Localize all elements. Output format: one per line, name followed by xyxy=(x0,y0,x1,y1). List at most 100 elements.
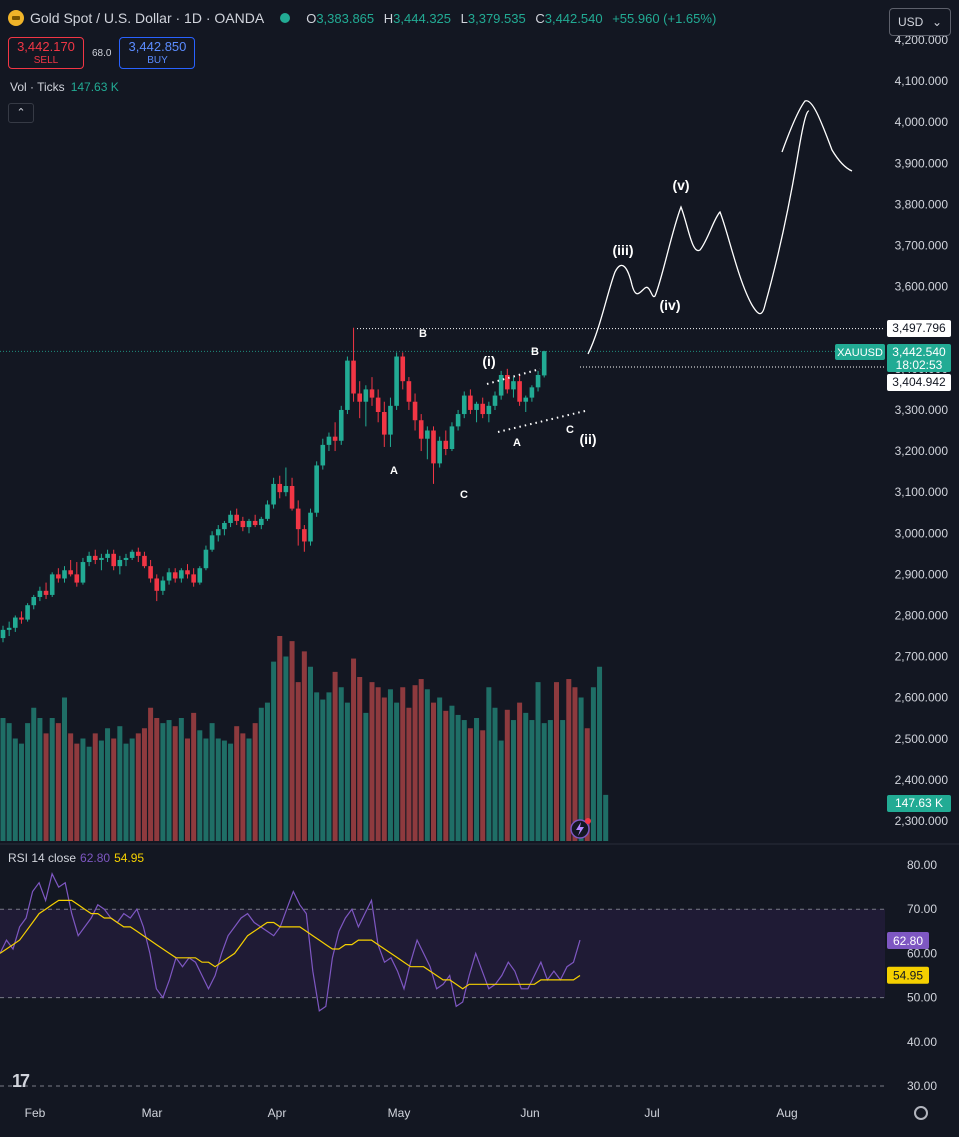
sell-button[interactable]: 3,442.170 SELL xyxy=(8,37,84,69)
candle-body xyxy=(68,570,73,575)
volume-bar xyxy=(0,718,6,841)
resistance-price-tag-text: 3,497.796 xyxy=(892,321,946,335)
candle-body xyxy=(105,553,110,558)
volume-bar xyxy=(86,746,92,841)
currency-select[interactable]: USD ⌄ xyxy=(889,8,951,36)
candle-body xyxy=(62,570,67,579)
rsi-legend[interactable]: RSI 14 close 62.80 54.95 xyxy=(8,851,145,865)
price-tick-label: 2,600.000 xyxy=(895,691,949,705)
volume-legend[interactable]: Vol · Ticks 147.63 K xyxy=(10,80,119,94)
volume-bar xyxy=(62,697,67,841)
time-tick-label: Feb xyxy=(25,1106,46,1120)
candle-body xyxy=(185,570,190,575)
price-tick-label: 3,800.000 xyxy=(895,197,949,211)
candle-body xyxy=(99,557,104,560)
volume-bar xyxy=(129,738,135,841)
volume-bar xyxy=(375,687,381,841)
rsi-tick-label: 30.00 xyxy=(907,1079,937,1093)
volume-bar xyxy=(597,666,603,841)
candle-body xyxy=(375,397,381,413)
volume-value-tag: 147.63 K xyxy=(887,795,951,812)
channel-upper-line xyxy=(486,368,541,385)
rsi-axis[interactable]: 80.00 70.00 60.00 50.00 40.00 30.00 xyxy=(907,858,937,1093)
volume-bar xyxy=(148,707,154,841)
candle-body xyxy=(455,414,461,427)
candle-body xyxy=(0,629,6,639)
candle-body xyxy=(166,572,172,581)
volume-bar xyxy=(301,651,307,841)
rsi-ma-tag: 54.95 xyxy=(887,966,929,984)
gear-icon[interactable] xyxy=(914,1106,928,1120)
time-axis[interactable]: Feb Mar Apr May Jun Jul Aug xyxy=(25,1106,798,1120)
candle-body xyxy=(271,483,276,505)
wave-label: (iii) xyxy=(613,242,634,258)
candle-body xyxy=(443,440,449,449)
rsi-line xyxy=(0,872,581,1012)
lightning-icon[interactable] xyxy=(570,818,591,839)
rsi-lines xyxy=(0,872,581,1012)
spread-value: 68.0 xyxy=(92,47,112,59)
price-axis[interactable]: 4,200.000 4,100.000 4,000.000 3,900.000 3,80… xyxy=(895,33,949,828)
rsi-value-tag-box xyxy=(887,932,929,950)
price-tick-label: 3,200.000 xyxy=(895,444,949,458)
volume-bar xyxy=(55,723,61,841)
chevron-down-icon: ⌄ xyxy=(931,15,942,29)
buy-button[interactable]: 3,442.850 BUY xyxy=(119,37,196,69)
last-price-tag-box xyxy=(887,344,951,372)
volume-bar xyxy=(18,743,24,841)
candle-body xyxy=(197,568,203,583)
volume-bar xyxy=(332,671,338,841)
volume-bar xyxy=(566,679,572,841)
candle-body xyxy=(136,551,141,556)
volume-bar xyxy=(461,720,467,841)
rsi-ma-tag-box xyxy=(887,966,929,984)
projection-path-final xyxy=(781,100,853,172)
volume-bar xyxy=(271,661,277,841)
volume-bar xyxy=(240,733,246,841)
symbol-title: Gold Spot / U.S. Dollar · 1D · OANDA xyxy=(30,10,265,26)
chevron-up-icon[interactable]: ⌃ xyxy=(8,103,34,123)
volume-bar xyxy=(590,687,596,841)
candle-body xyxy=(37,590,43,597)
candle-body xyxy=(492,395,498,406)
volume-bar xyxy=(554,682,559,841)
rsi-band-lines xyxy=(0,908,885,1087)
candle-body xyxy=(425,430,430,439)
candle-body xyxy=(240,520,246,528)
candle-body xyxy=(388,405,393,435)
rsi-tick-label: 80.00 xyxy=(907,858,937,872)
wave-label: (i) xyxy=(482,353,495,369)
time-tick-label: Aug xyxy=(776,1106,797,1120)
volume-bar xyxy=(295,682,301,841)
volume-bar xyxy=(228,743,234,841)
price-change: +55.960 (+1.65%) xyxy=(612,10,717,26)
candle-body xyxy=(369,389,375,398)
candle-body xyxy=(535,375,541,388)
price-tick-label: 3,100.000 xyxy=(895,485,949,499)
wave-label: A xyxy=(513,437,521,449)
volume-bar xyxy=(37,718,43,841)
candle-body xyxy=(283,485,289,493)
candle-body xyxy=(431,430,436,464)
volume-bar xyxy=(6,723,12,841)
candle-body xyxy=(25,605,30,620)
candle-body xyxy=(345,360,350,410)
elliott-projection xyxy=(587,100,853,355)
volume-bar xyxy=(264,702,270,841)
candle-body xyxy=(320,444,326,466)
volume-bar xyxy=(98,740,104,841)
candle-body xyxy=(56,574,61,579)
volume-bar xyxy=(111,738,117,841)
volume-bar xyxy=(467,728,473,841)
candle-body xyxy=(529,387,535,398)
volume-bar xyxy=(381,697,387,841)
candle-body xyxy=(86,555,92,563)
gold-coin-icon xyxy=(8,10,24,26)
rsi-band-fill xyxy=(0,909,885,998)
tradingview-logo-icon[interactable]: 17 xyxy=(12,1071,30,1091)
volume-bar xyxy=(443,710,449,841)
symbol-header[interactable]: Gold Spot / U.S. Dollar · 1D · OANDA O3,… xyxy=(8,10,722,26)
volume-bar xyxy=(523,712,529,841)
